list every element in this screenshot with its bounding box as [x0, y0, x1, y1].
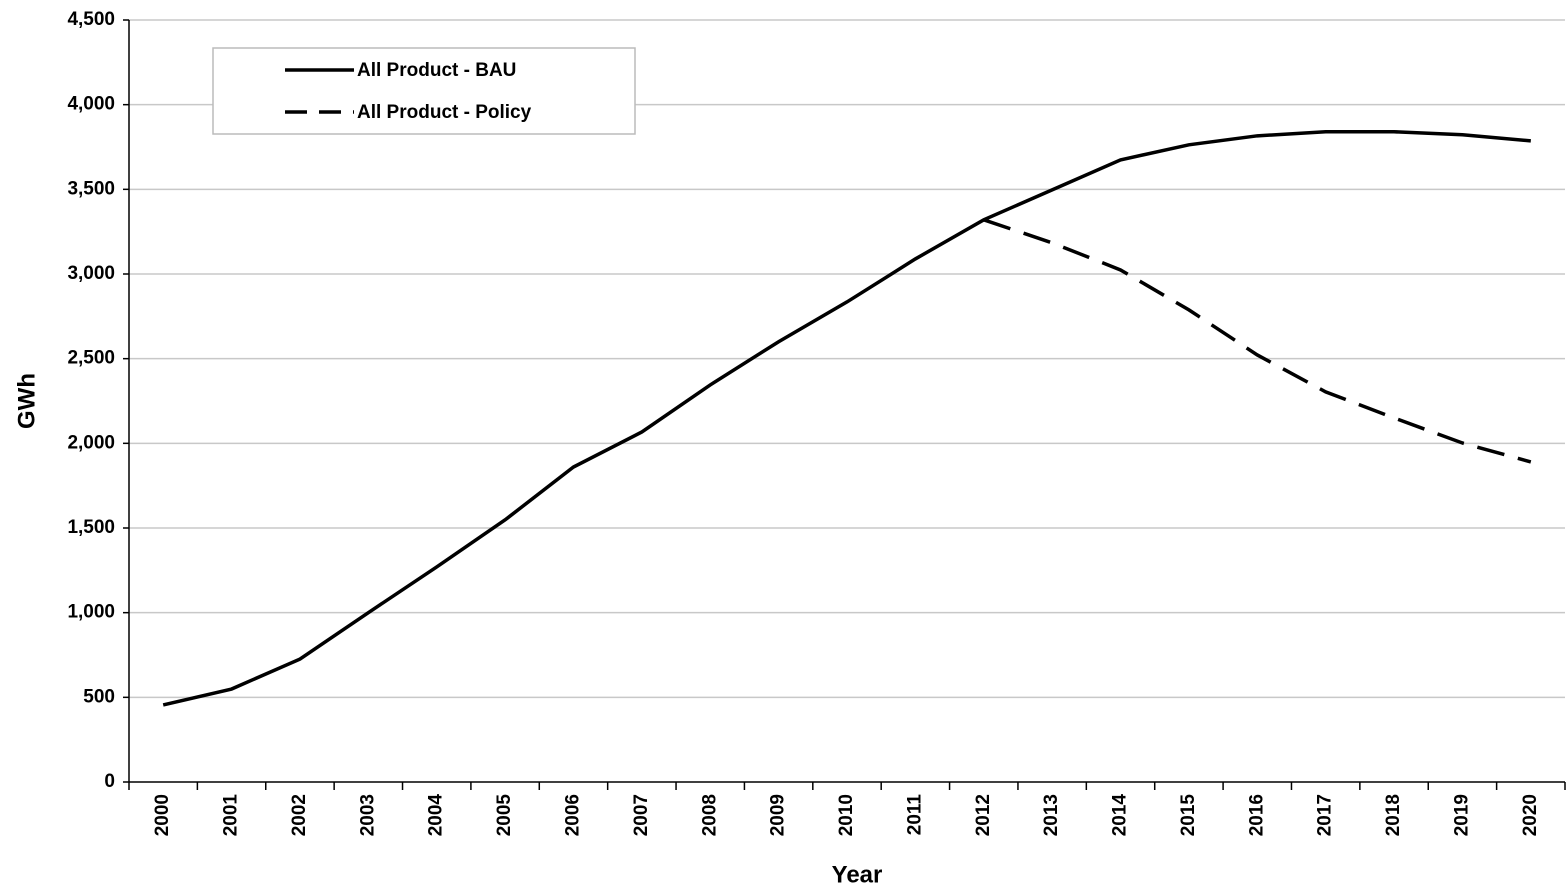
x-tick-label: 2013 [1041, 794, 1062, 836]
x-tick-label: 2016 [1246, 794, 1267, 836]
y-tick-label: 3,000 [67, 263, 115, 284]
x-tick-label: 2020 [1520, 794, 1541, 836]
x-tick-label: 2012 [973, 794, 994, 836]
x-tick-label: 2015 [1178, 794, 1199, 837]
y-axis-title: GWh [13, 373, 40, 429]
data-line [162, 130, 1531, 707]
legend-label: All Product - BAU [357, 60, 516, 81]
x-tick-label: 2005 [494, 794, 515, 837]
x-tick-label: 2018 [1383, 794, 1404, 836]
legend-box [212, 47, 636, 135]
x-tick-label: 2002 [289, 794, 310, 836]
x-axis-title: Year [832, 861, 883, 888]
x-tick-label: 2009 [768, 794, 789, 836]
x-tick-label: 2011 [904, 794, 925, 836]
legend-label: All Product - Policy [357, 102, 532, 123]
x-tick-label: 2007 [631, 794, 652, 836]
legend: All Product - BAU All Product - Policy [212, 47, 636, 135]
y-tick-label: 1,500 [67, 517, 115, 538]
x-tick-label: 2004 [426, 794, 447, 837]
x-tick-label: 2003 [357, 794, 378, 836]
y-tick-label: 2,000 [67, 432, 115, 453]
x-tick-label: 2019 [1451, 794, 1472, 836]
y-tick-label: 4,500 [67, 9, 115, 30]
y-tick-label: 3,500 [67, 178, 115, 199]
y-tick-label: 4,000 [67, 94, 115, 115]
y-tick-label: 0 [104, 771, 115, 792]
data-line [983, 218, 1532, 464]
x-tick-label: 2006 [562, 794, 583, 836]
x-tick-label: 2008 [699, 794, 720, 836]
x-tick-label: 2017 [1315, 794, 1336, 836]
y-tick-label: 1,000 [67, 602, 115, 623]
y-tick-label: 2,500 [67, 348, 115, 369]
x-tick-label: 2010 [836, 794, 857, 836]
x-tick-label: 2001 [221, 794, 242, 837]
x-tick-label: 2014 [1110, 794, 1131, 837]
x-tick-label: 2000 [152, 794, 173, 836]
y-tick-label: 500 [83, 686, 115, 707]
